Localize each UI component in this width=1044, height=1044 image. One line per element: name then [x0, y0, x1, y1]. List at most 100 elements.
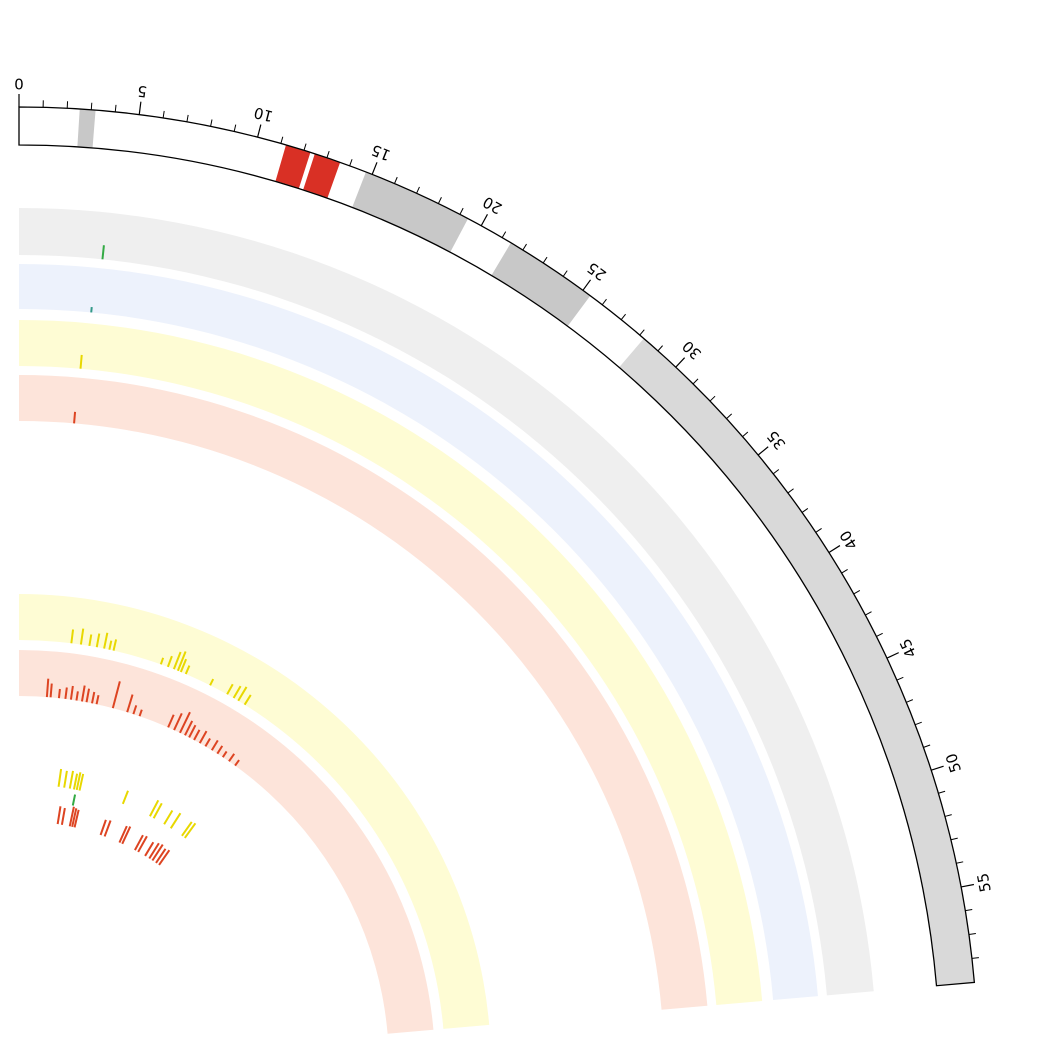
- track-mark: [138, 709, 143, 717]
- major-tick: [828, 545, 841, 554]
- track-mark: [103, 632, 109, 649]
- track-mark: [173, 712, 183, 731]
- minor-tick: [114, 104, 117, 112]
- track-mark: [176, 651, 187, 672]
- ideogram-band: [76, 108, 97, 149]
- major-tick: [480, 214, 488, 227]
- major-tick: [931, 765, 944, 771]
- track-mark: [64, 687, 68, 700]
- tick-label: 15: [369, 141, 393, 165]
- minor-tick: [915, 721, 922, 726]
- track-mark: [108, 640, 113, 650]
- minor-tick: [326, 150, 330, 158]
- track-mark: [234, 759, 240, 767]
- major-tick: [138, 101, 142, 115]
- minor-tick: [459, 207, 464, 215]
- minor-tick: [186, 114, 189, 122]
- minor-tick: [853, 590, 861, 595]
- track-mark: [198, 730, 208, 744]
- track-mark: [226, 683, 234, 695]
- track-mark: [91, 691, 96, 704]
- major-tick: [675, 357, 686, 368]
- major-tick: [886, 652, 899, 659]
- track-mark: [78, 773, 85, 791]
- minor-tick: [522, 243, 527, 251]
- minor-tick: [542, 256, 548, 264]
- minor-tick: [233, 124, 237, 132]
- track-mark: [79, 354, 83, 369]
- track-mark: [144, 841, 155, 857]
- track-mark: [169, 812, 182, 829]
- minor-tick: [938, 790, 946, 794]
- minor-tick: [210, 119, 213, 127]
- track-mark: [68, 770, 74, 789]
- minor-tick: [601, 298, 607, 306]
- track-mark: [237, 686, 248, 702]
- track-mark: [155, 848, 167, 864]
- track-mark: [80, 685, 86, 702]
- track-background: [19, 264, 818, 1001]
- track-mark: [159, 657, 165, 665]
- track-mark: [121, 826, 132, 845]
- track-mark: [118, 825, 128, 843]
- minor-tick: [709, 395, 716, 402]
- tick-label: 40: [836, 527, 861, 553]
- track-mark: [103, 820, 112, 837]
- minor-tick: [896, 676, 904, 681]
- track-mark: [204, 737, 211, 747]
- track-mark: [243, 694, 252, 706]
- track-mark: [216, 745, 224, 755]
- track-mark: [166, 655, 173, 668]
- track-mark: [79, 628, 85, 645]
- track-mark: [126, 694, 134, 713]
- track-mark: [95, 695, 100, 705]
- track-mark: [88, 634, 93, 647]
- track-mark: [71, 794, 77, 806]
- track-mark: [179, 658, 188, 673]
- track-background: [19, 208, 874, 996]
- track-background: [19, 594, 490, 1029]
- tick-label: 20: [480, 193, 505, 218]
- minor-tick: [944, 814, 952, 817]
- track-mark: [210, 739, 219, 751]
- track-mark: [152, 802, 163, 819]
- track-mark: [75, 691, 79, 701]
- major-tick: [757, 446, 769, 456]
- major-tick: [257, 124, 262, 138]
- track-mark: [184, 665, 191, 675]
- track-mark: [85, 688, 91, 703]
- minor-tick: [562, 270, 568, 277]
- track-mark: [121, 790, 129, 805]
- minor-tick: [280, 136, 284, 144]
- track-mark: [179, 711, 191, 734]
- minor-tick: [772, 469, 780, 475]
- track-background: [19, 650, 434, 1034]
- track-mark: [49, 683, 53, 698]
- track-mark: [134, 834, 144, 851]
- track-mark: [68, 806, 75, 827]
- track-mark: [167, 714, 175, 728]
- track-mark: [75, 772, 82, 791]
- minor-tick: [965, 909, 973, 912]
- track-mark: [137, 835, 148, 853]
- track-mark: [184, 720, 194, 736]
- minor-tick: [394, 176, 398, 184]
- track-mark: [158, 849, 171, 866]
- major-tick: [582, 279, 592, 291]
- track-mark: [56, 806, 62, 825]
- minor-tick: [437, 197, 442, 204]
- minor-tick: [742, 431, 749, 438]
- track-mark: [101, 245, 105, 260]
- tick-label: 35: [763, 427, 789, 453]
- major-tick: [371, 162, 378, 175]
- minor-tick: [349, 159, 353, 166]
- minor-tick: [303, 143, 307, 151]
- minor-tick: [906, 699, 914, 703]
- track-mark: [63, 770, 68, 788]
- major-tick: [961, 883, 975, 888]
- track-mark: [172, 651, 182, 670]
- minor-tick: [956, 861, 964, 864]
- minor-tick: [639, 329, 645, 336]
- minor-tick: [692, 378, 699, 385]
